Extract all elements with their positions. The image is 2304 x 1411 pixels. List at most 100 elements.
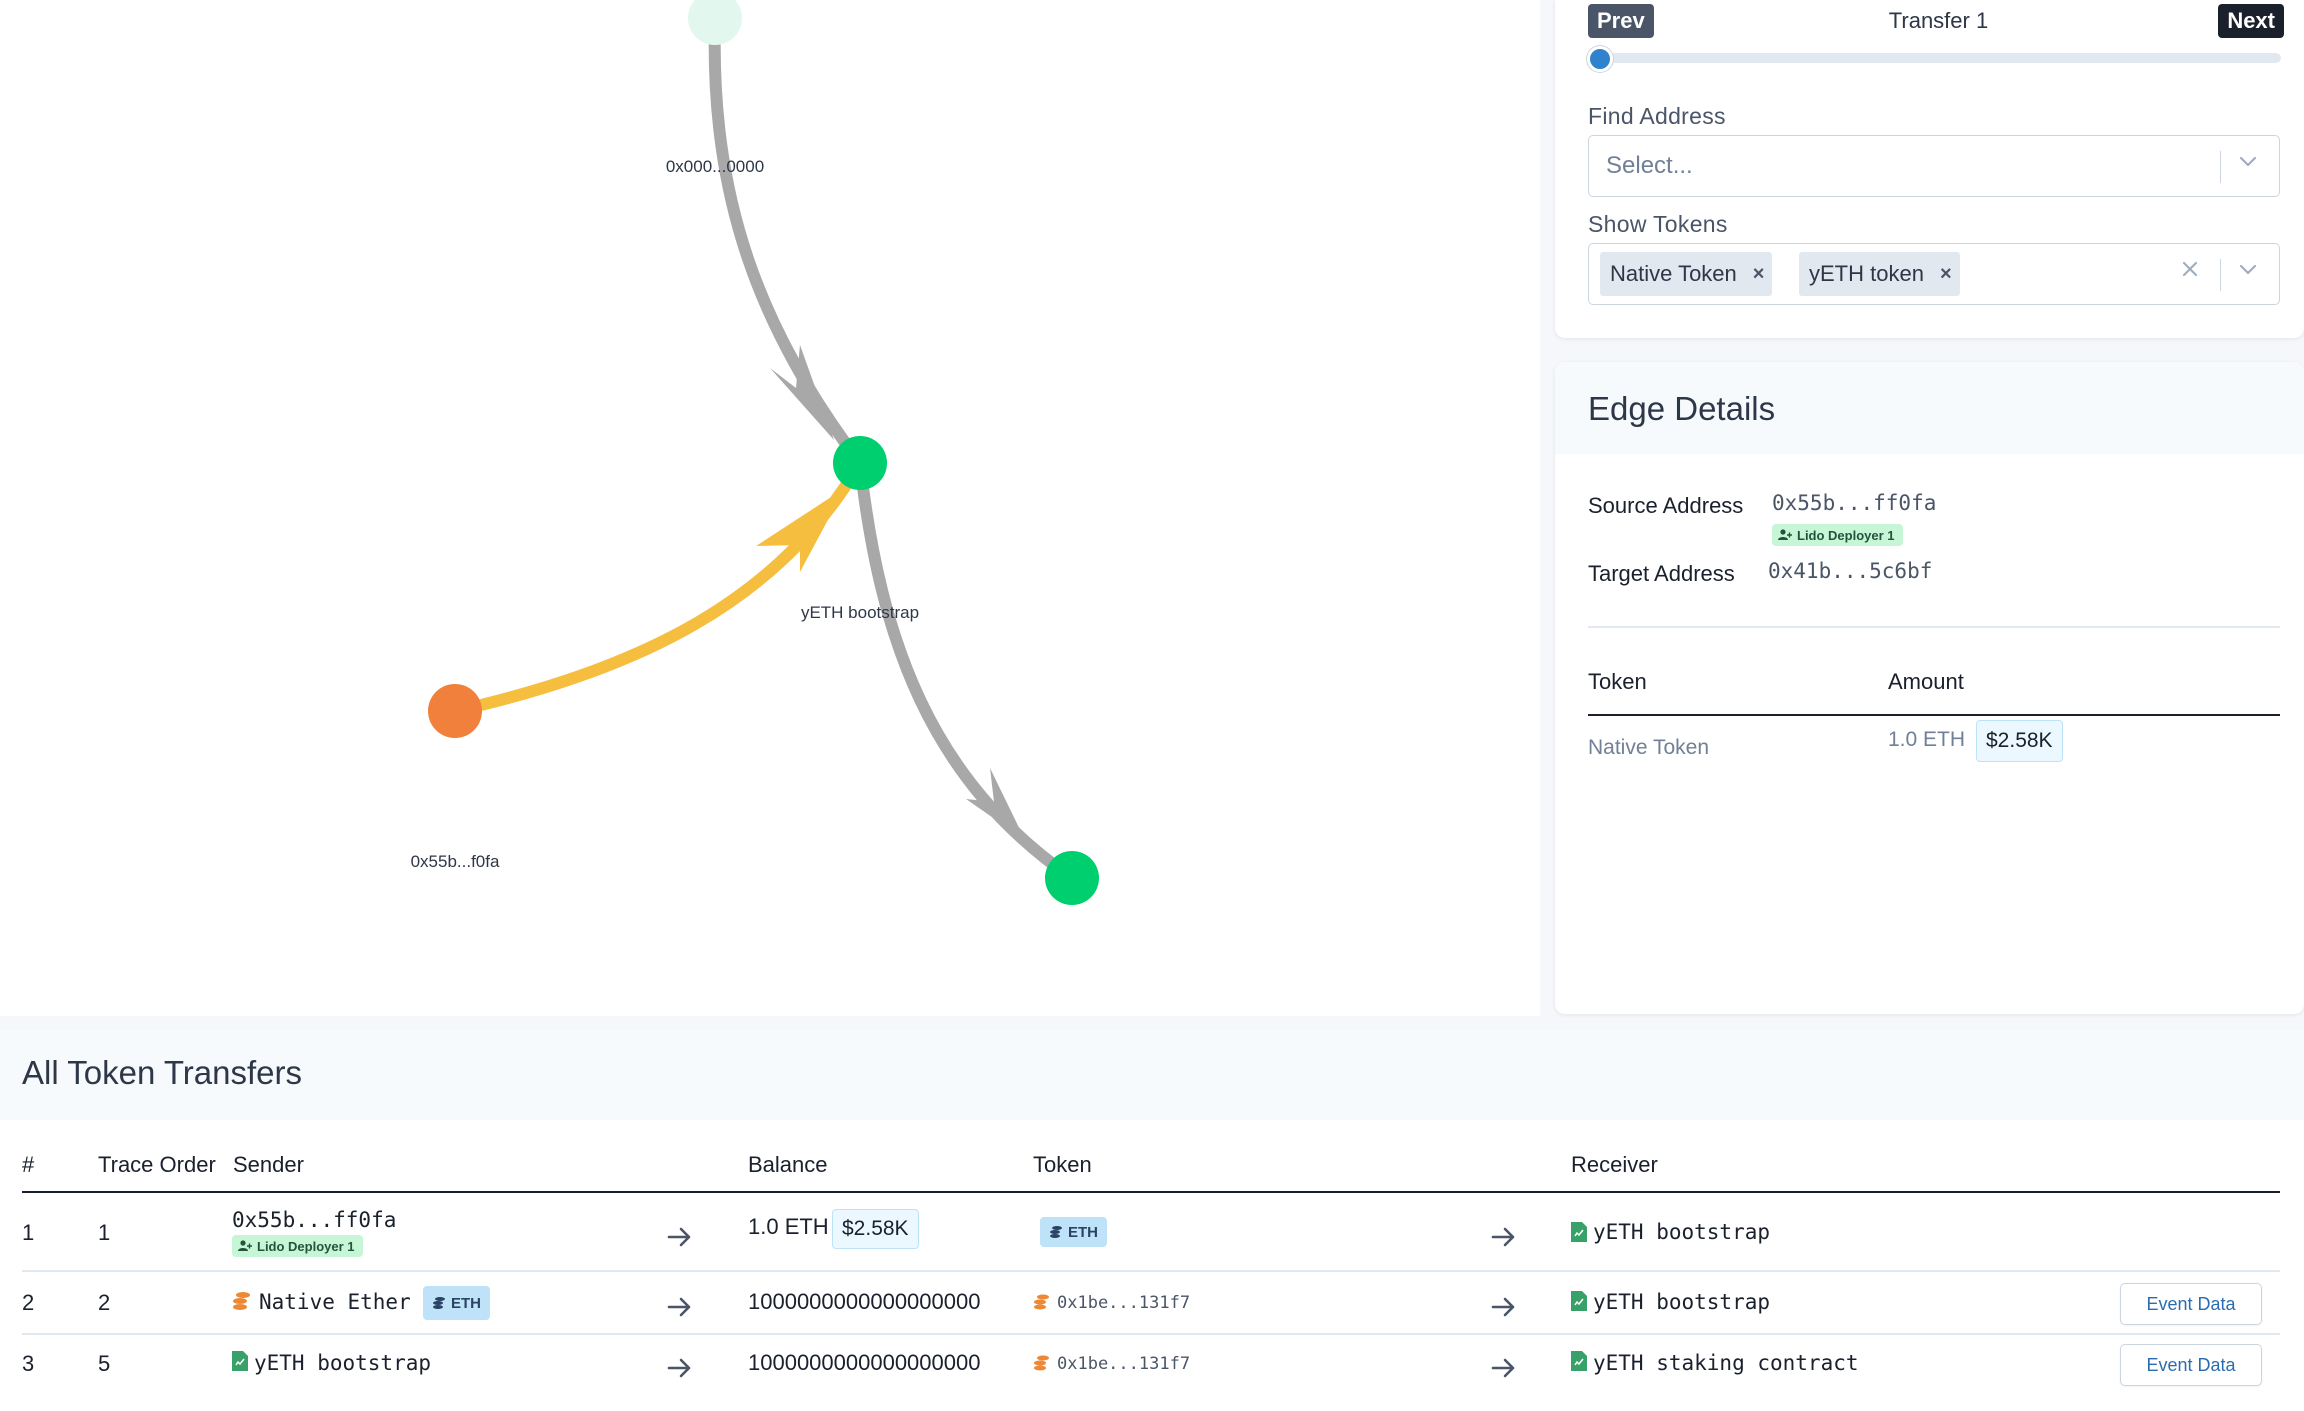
sender-badge: Lido Deployer 1	[232, 1235, 363, 1257]
event-data-button[interactable]: Event Data	[2120, 1344, 2262, 1386]
row-balance: 1000000000000000000	[748, 1289, 981, 1314]
row-trace-order: 1	[98, 1220, 111, 1245]
coins-icon	[433, 1297, 445, 1309]
graph-node-left[interactable]	[428, 684, 482, 738]
transfer-graph[interactable]: 0x000...0000 yETH bootstrap 0x55b...f0fa	[0, 0, 1540, 1016]
target-address-label: Target Address	[1588, 561, 1735, 586]
row-token-address[interactable]: 0x1be...131f7	[1057, 1293, 1191, 1313]
contract-file-icon	[1571, 1351, 1587, 1371]
row-sender[interactable]: Native Ether	[259, 1290, 411, 1314]
row-num: 1	[22, 1220, 35, 1245]
graph-edge-arrowhead	[756, 488, 845, 572]
transfers-title: All Token Transfers	[22, 1054, 303, 1091]
token-tag-yeth: yETH token ×	[1799, 252, 1960, 296]
token-column-header: Token	[1033, 1152, 1092, 1177]
find-address-select[interactable]: Select...	[1588, 135, 2280, 197]
usd-value-badge: $2.58K	[832, 1209, 919, 1249]
close-icon[interactable]: ×	[1752, 262, 1765, 285]
show-tokens-select[interactable]: Native Token × yETH token ×	[1588, 243, 2280, 305]
arrow-right-icon	[667, 1297, 691, 1317]
edge-details-panel: Edge Details Source Address 0x55b...ff0f…	[1555, 362, 2304, 1014]
source-address-value[interactable]: 0x55b...ff0fa	[1772, 491, 1937, 515]
user-icon	[238, 1240, 252, 1251]
graph-node-top[interactable]	[688, 0, 742, 45]
coins-icon	[1034, 1294, 1049, 1310]
close-icon[interactable]: ×	[1939, 262, 1952, 285]
row-receiver[interactable]: yETH bootstrap	[1593, 1290, 1771, 1314]
row-trace-order: 5	[98, 1351, 111, 1376]
graph-node-label-top: 0x000...0000	[665, 157, 765, 176]
row-sender[interactable]: yETH bootstrap	[254, 1351, 432, 1375]
row-sender[interactable]: 0x55b...ff0fa	[232, 1208, 397, 1232]
row-balance: 1000000000000000000	[748, 1350, 981, 1375]
arrow-right-icon	[1491, 1227, 1515, 1247]
transfer-controls-panel: Prev Transfer 1 Next Find Address Select…	[1555, 0, 2304, 338]
transfer-slider-thumb[interactable]	[1587, 46, 1613, 72]
arrow-right-icon	[667, 1358, 691, 1378]
next-button[interactable]: Next	[2218, 4, 2284, 38]
sender-column-header: Sender	[233, 1152, 304, 1177]
graph-node-middle[interactable]	[833, 436, 887, 490]
arrow-right-icon	[1491, 1297, 1515, 1317]
row-balance: 1.0 ETH	[748, 1214, 829, 1239]
graph-edge-middle-to-bottom[interactable]	[854, 457, 1078, 884]
target-address-value[interactable]: 0x41b...5c6bf	[1768, 559, 1933, 583]
edge-token-cell: Native Token	[1588, 736, 1710, 759]
badge-label: ETH	[451, 1294, 481, 1312]
graph-node-label-middle: yETH bootstrap	[800, 603, 920, 622]
row-receiver[interactable]: yETH bootstrap	[1593, 1220, 1771, 1244]
graph-edge-left-to-middle[interactable]	[449, 457, 866, 717]
graph-edge-top-to-middle[interactable]	[708, 14, 866, 469]
receiver-column-header: Receiver	[1571, 1152, 1658, 1177]
badge-label: Lido Deployer 1	[1797, 527, 1895, 543]
trace-order-column-header: Trace Order	[98, 1152, 216, 1177]
clear-icon[interactable]	[2179, 258, 2201, 280]
row-divider	[22, 1333, 2280, 1335]
chevron-down-icon[interactable]	[2237, 258, 2259, 280]
table-header-divider	[22, 1191, 2280, 1193]
graph-canvas[interactable]	[0, 0, 1540, 1016]
user-icon	[1778, 529, 1792, 540]
all-token-transfers-section: All Token Transfers # Trace Order Sender…	[0, 1030, 2304, 1411]
event-data-button[interactable]: Event Data	[2120, 1283, 2262, 1325]
show-tokens-label: Show Tokens	[1588, 211, 1728, 237]
edge-details-header: Edge Details	[1555, 362, 2304, 454]
contract-file-icon	[1571, 1291, 1587, 1311]
eth-token-badge: ETH	[423, 1286, 490, 1320]
coins-icon	[1050, 1226, 1062, 1238]
row-divider	[22, 1270, 2280, 1272]
prev-button[interactable]: Prev	[1588, 4, 1654, 38]
token-column-header: Token	[1588, 669, 1647, 694]
table-header-divider	[1588, 714, 2280, 716]
contract-file-icon	[1571, 1222, 1587, 1242]
graph-node-label-left: 0x55b...f0fa	[410, 852, 500, 871]
row-trace-order: 2	[98, 1290, 111, 1315]
transfer-counter: Transfer 1	[1888, 8, 1989, 33]
edge-details-title: Edge Details	[1588, 390, 1776, 427]
graph-edge-arrowhead	[770, 345, 834, 440]
arrow-right-icon	[667, 1227, 691, 1247]
row-num: 3	[22, 1351, 35, 1376]
graph-node-bottom[interactable]	[1045, 851, 1099, 905]
badge-label: Lido Deployer 1	[257, 1238, 355, 1254]
token-tag-label: Native Token	[1610, 261, 1737, 286]
find-address-label: Find Address	[1588, 103, 1726, 129]
source-address-label: Source Address	[1588, 493, 1744, 518]
contract-file-icon	[232, 1351, 248, 1371]
balance-column-header: Balance	[748, 1152, 828, 1177]
amount-column-header: Amount	[1888, 669, 1964, 694]
source-address-badge: Lido Deployer 1	[1772, 524, 1903, 546]
edge-amount-cell: 1.0 ETH	[1888, 728, 1966, 751]
row-receiver[interactable]: yETH staking contract	[1593, 1351, 1859, 1375]
row-token-address[interactable]: 0x1be...131f7	[1057, 1354, 1191, 1374]
coins-icon	[1034, 1355, 1049, 1371]
num-column-header: #	[22, 1152, 35, 1177]
badge-label: ETH	[1068, 1223, 1098, 1241]
arrow-right-icon	[1491, 1358, 1515, 1378]
chevron-down-icon[interactable]	[2237, 150, 2259, 172]
transfer-slider-track[interactable]	[1592, 53, 2281, 63]
usd-value-badge: $2.58K	[1976, 720, 2063, 762]
graph-edge-arrowhead	[966, 768, 1025, 840]
transfers-header: All Token Transfers	[0, 1030, 2304, 1120]
token-tag-native: Native Token ×	[1600, 252, 1773, 296]
